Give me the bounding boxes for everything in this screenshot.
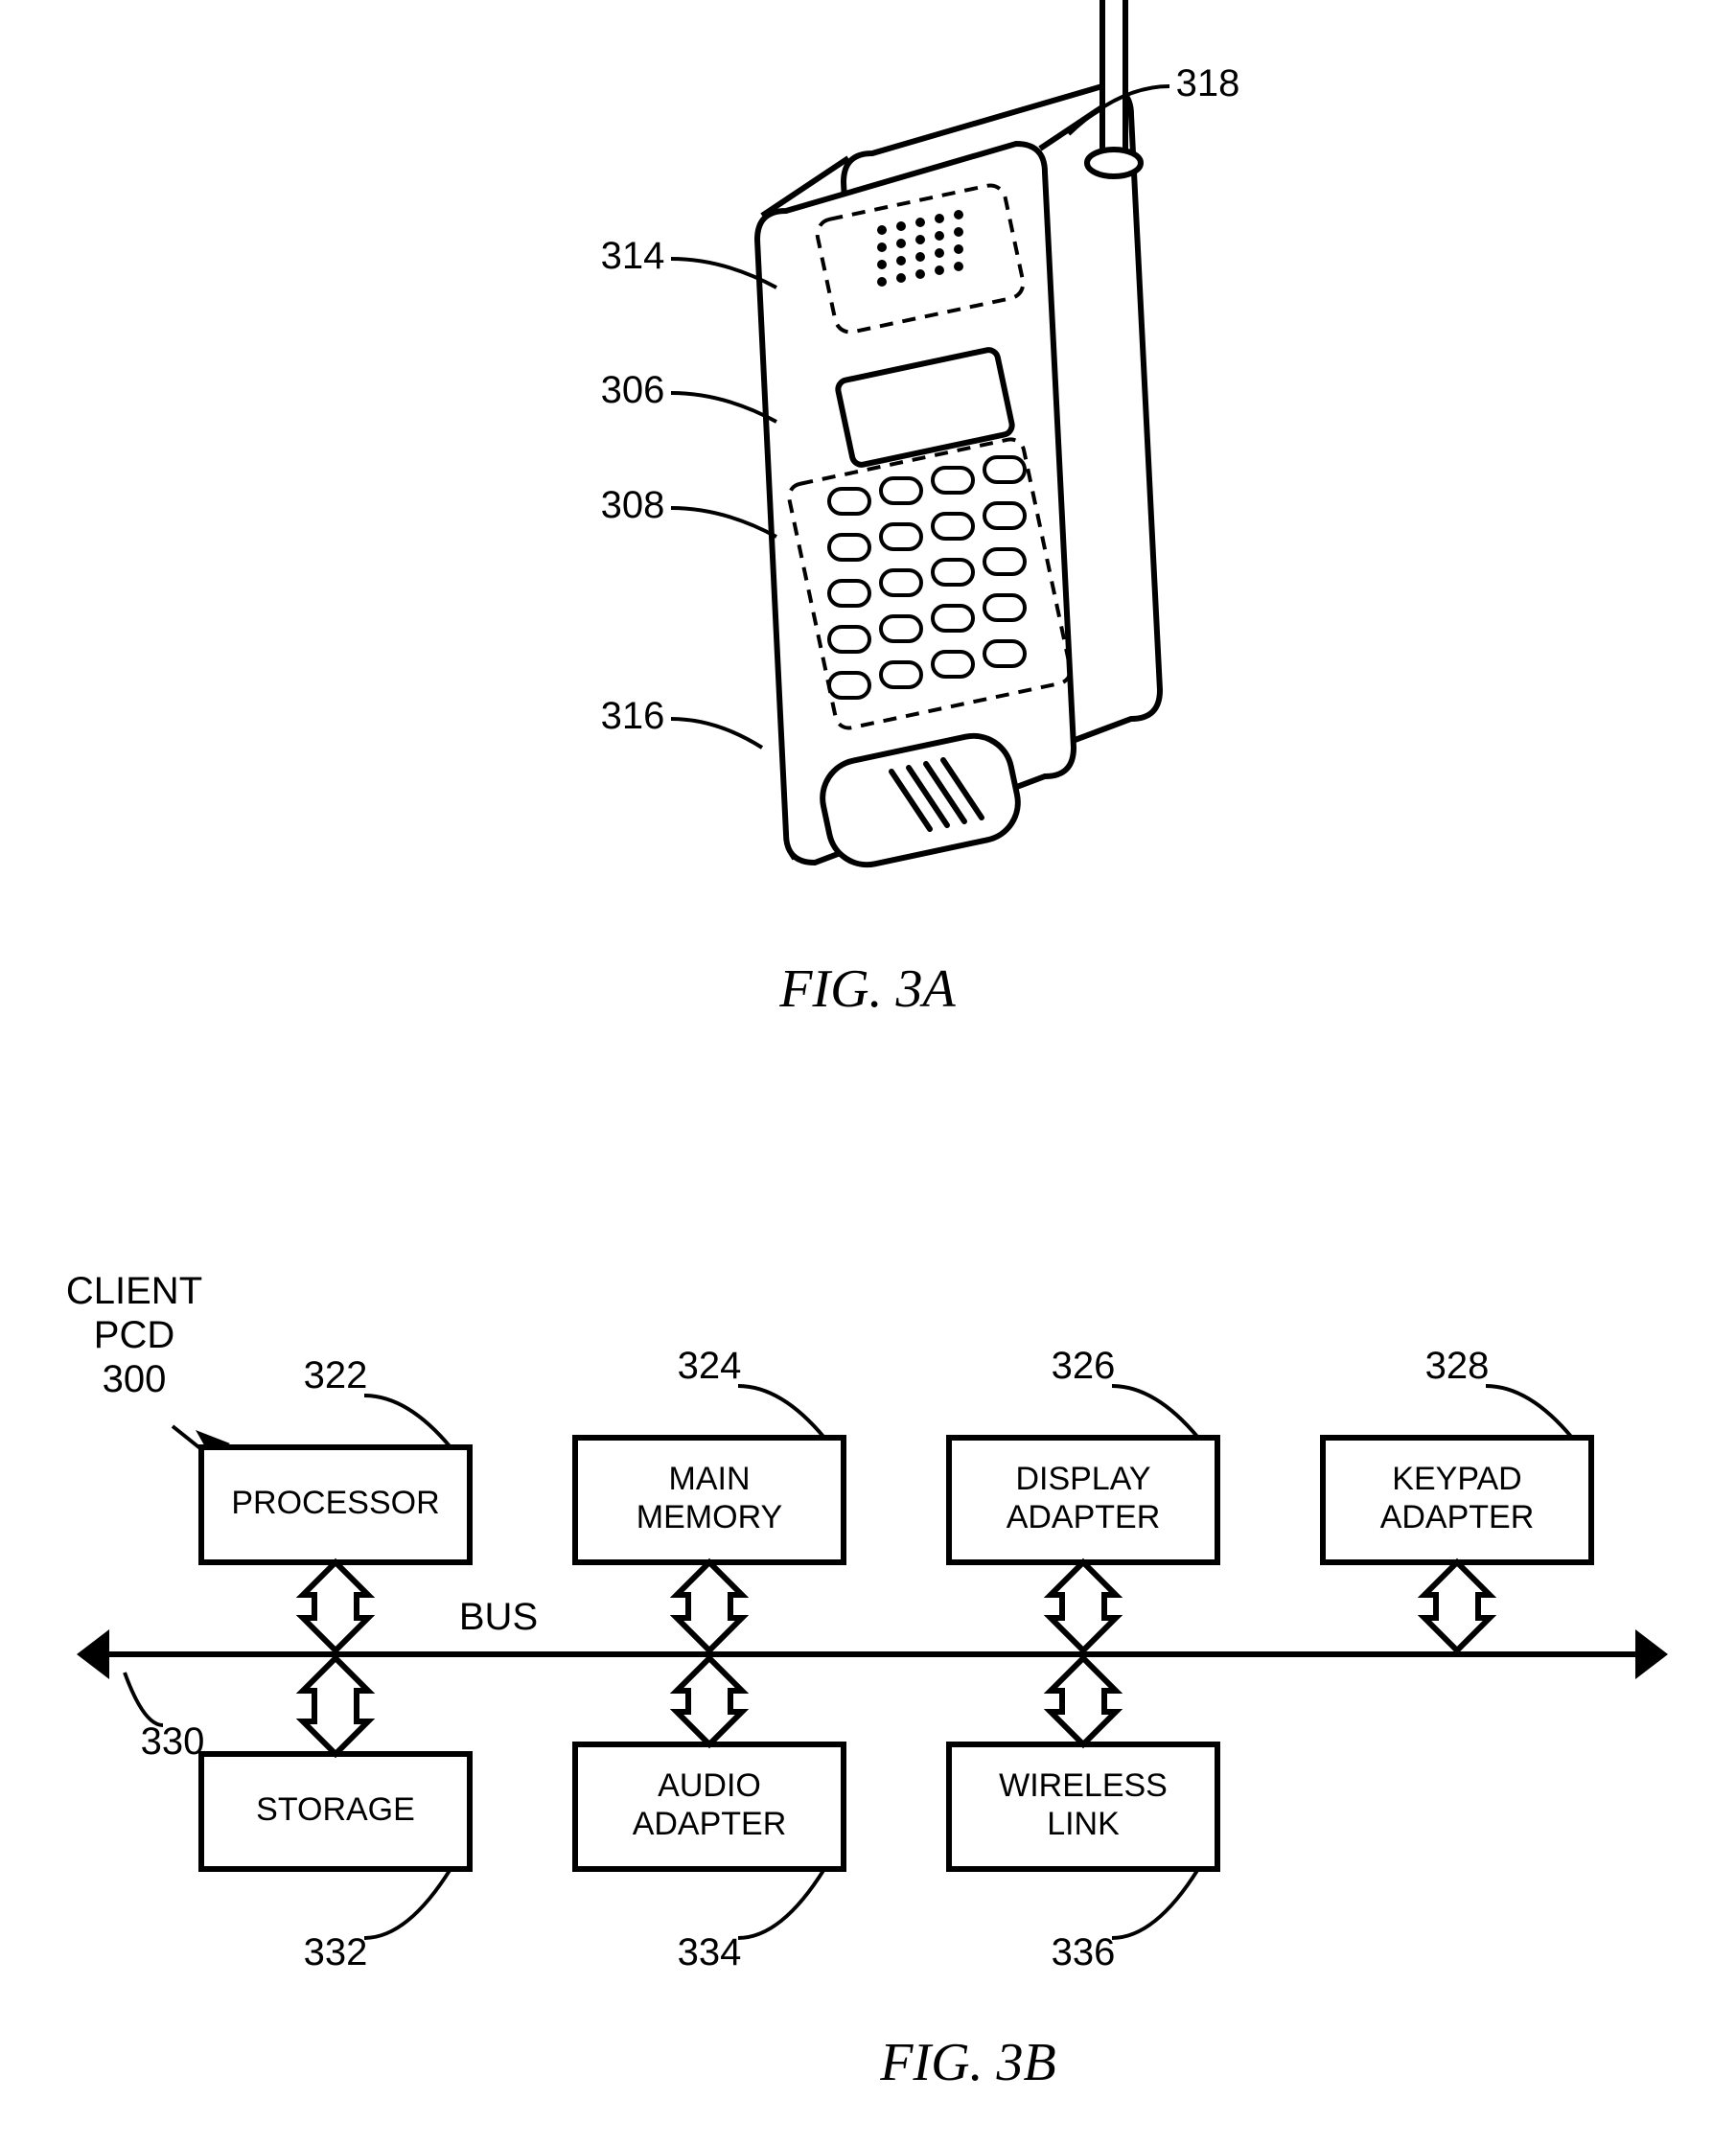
bus-connector-arrow bbox=[677, 1562, 742, 1650]
block-label: STORAGE bbox=[256, 1791, 415, 1828]
block-label: MAIN bbox=[669, 1461, 751, 1497]
ref-label-322: 322 bbox=[304, 1354, 368, 1396]
ref-label-306: 306 bbox=[601, 369, 665, 411]
bus-connector-arrow bbox=[677, 1658, 742, 1744]
block-label: DISPLAY bbox=[1015, 1461, 1150, 1497]
bus-connector-arrow bbox=[1051, 1562, 1116, 1650]
ref-label-308: 308 bbox=[601, 484, 665, 526]
client-pcd-header-line: CLIENT bbox=[66, 1270, 202, 1312]
ref-label-318: 318 bbox=[1176, 62, 1240, 104]
bus-connector-arrow bbox=[1051, 1658, 1116, 1744]
ref-label-330: 330 bbox=[141, 1720, 205, 1763]
bus-connector-arrow bbox=[303, 1658, 368, 1754]
fig-3a-phone bbox=[757, 0, 1160, 872]
ref-label-328: 328 bbox=[1425, 1345, 1490, 1387]
ref-label-326: 326 bbox=[1052, 1345, 1116, 1387]
block-label: ADAPTER bbox=[633, 1806, 787, 1842]
ref-label-336: 336 bbox=[1052, 1931, 1116, 1973]
ref-label-314: 314 bbox=[601, 235, 665, 277]
ref-label-334: 334 bbox=[678, 1931, 742, 1973]
block-label: WIRELESS bbox=[999, 1767, 1168, 1804]
block-label: AUDIO bbox=[658, 1767, 761, 1804]
bus-connector-arrow bbox=[1424, 1562, 1490, 1650]
block-label: ADAPTER bbox=[1007, 1499, 1161, 1535]
block-label: PROCESSOR bbox=[231, 1485, 439, 1521]
ref-label-332: 332 bbox=[304, 1931, 368, 1973]
bus-connector-arrow bbox=[303, 1562, 368, 1650]
fig-3b-caption: FIG. 3B bbox=[879, 2033, 1056, 2092]
ref-label-316: 316 bbox=[601, 695, 665, 737]
block-label: KEYPAD bbox=[1392, 1461, 1521, 1497]
block-label: LINK bbox=[1047, 1806, 1120, 1842]
ref-label-324: 324 bbox=[678, 1345, 742, 1387]
client-pcd-header-line: 300 bbox=[103, 1358, 167, 1400]
client-pcd-header-line: PCD bbox=[94, 1314, 174, 1356]
block-label: ADAPTER bbox=[1380, 1499, 1535, 1535]
block-label: MEMORY bbox=[637, 1499, 782, 1535]
fig-3a-caption: FIG. 3A bbox=[778, 959, 956, 1019]
bus-label: BUS bbox=[459, 1596, 538, 1638]
